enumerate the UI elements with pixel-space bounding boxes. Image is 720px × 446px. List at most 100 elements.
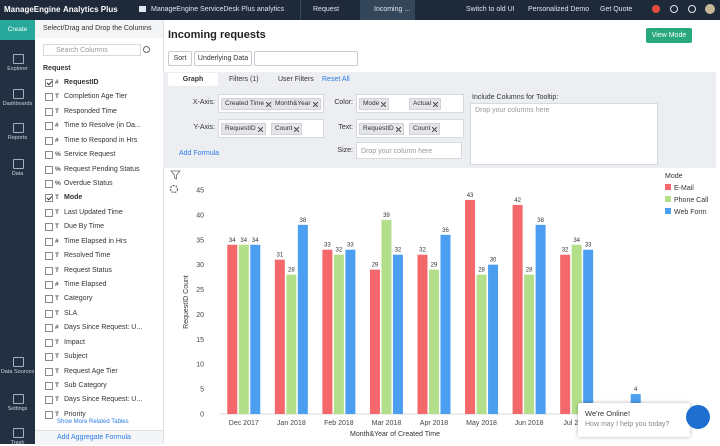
column-item[interactable]: T Mode — [43, 192, 158, 204]
column-item[interactable]: T Subject — [43, 351, 158, 363]
column-item[interactable]: T Last Updated Time — [43, 207, 158, 219]
column-label: Sub Category — [64, 382, 107, 390]
function-chip[interactable]: Month&Year — [271, 98, 321, 110]
aggregate-formula[interactable]: Add Aggregate Formula — [57, 434, 131, 441]
function-chip[interactable]: Count — [271, 123, 303, 135]
link[interactable]: Switch to old UI — [466, 6, 515, 13]
column-item[interactable]: T SLA — [43, 308, 158, 320]
field-label: Color: — [334, 99, 353, 106]
checkbox — [45, 266, 53, 275]
column-item[interactable]: # Time Elapsed — [43, 279, 158, 291]
drop-zone[interactable]: RequestID Count — [218, 119, 324, 138]
sidebar-item[interactable]: Data — [11, 171, 24, 177]
sidebar-item[interactable]: Reports — [7, 135, 28, 141]
sidebar-item[interactable]: Trash — [10, 440, 25, 446]
column-type-icon: T — [55, 93, 59, 101]
chat-widget[interactable]: We're Online! How may I help you today? — [578, 403, 690, 437]
tab[interactable]: Request — [300, 0, 356, 20]
sidebar-item[interactable]: Data Sources — [0, 369, 35, 375]
column-label: Due By Time — [64, 223, 105, 231]
field-label: Include Columns for Tooltip: — [472, 94, 559, 101]
column-chip[interactable]: Created Time — [221, 98, 275, 110]
column-item[interactable]: # RequestID — [43, 77, 158, 89]
column-item[interactable]: T Responded Time — [43, 106, 158, 118]
column-item[interactable]: % Service Request — [43, 149, 158, 161]
checkbox — [45, 194, 53, 203]
column-type-icon: # — [55, 324, 59, 332]
add-formula[interactable]: Add Formula — [179, 150, 220, 157]
legend-label: Phone Call — [674, 197, 709, 204]
column-label: Priority — [64, 410, 86, 418]
column-item[interactable]: T Impact — [43, 337, 158, 349]
chip-text: RequestID — [225, 125, 256, 132]
field-label: Text: — [338, 124, 353, 131]
sidebar-item[interactable]: Explorer — [7, 66, 28, 72]
column-item[interactable]: T Sub Category — [43, 380, 158, 392]
data-label: 32 — [419, 248, 426, 254]
chat-button[interactable] — [686, 405, 710, 429]
drop-zone[interactable]: Mode Actual — [356, 94, 464, 113]
column-item[interactable]: % Request Pending Status — [43, 164, 158, 176]
notification-icon[interactable] — [652, 5, 660, 13]
chip-text: Count — [413, 125, 431, 132]
help-icon[interactable] — [688, 5, 696, 13]
column-item[interactable]: T Category — [43, 293, 158, 305]
column-item[interactable]: # Days Since Request: U... — [43, 322, 158, 334]
column-type-icon: T — [55, 382, 59, 390]
tab[interactable]: User Filters — [278, 76, 314, 83]
drop-zone[interactable]: RequestID Count — [356, 119, 464, 138]
column-item[interactable]: T Due By Time — [43, 221, 158, 233]
underlying-data-button[interactable]: Underlying Data — [194, 51, 252, 66]
more-tables[interactable]: Show More Related Tables — [57, 419, 129, 425]
link[interactable]: Personalized Demo — [528, 6, 590, 13]
column-type-icon: T — [55, 107, 59, 115]
sidebar-item[interactable]: Settings — [7, 406, 28, 412]
data-label: 34 — [573, 238, 580, 244]
home-icon[interactable] — [139, 6, 146, 12]
column-item[interactable]: # Time to Respond in Hrs — [43, 135, 158, 147]
settings-icon[interactable] — [169, 184, 179, 194]
y-tick-label: 25 — [196, 287, 204, 294]
settings-icon[interactable] — [670, 5, 678, 13]
column-label: Days Since Request: U... — [64, 324, 143, 332]
tab[interactable]: Filters (1) — [229, 76, 259, 83]
column-item[interactable]: # Time Elapsed in Hrs — [43, 236, 158, 248]
bar — [227, 244, 238, 414]
chart-type-toolbar[interactable] — [254, 51, 358, 66]
refresh-icon[interactable] — [143, 46, 150, 53]
column-chip[interactable]: RequestID — [221, 123, 266, 135]
column-chip[interactable]: Mode — [359, 98, 390, 110]
tab-active[interactable]: Graph — [168, 73, 218, 86]
sort-button[interactable]: Sort — [168, 51, 192, 66]
view-mode-button[interactable]: View Mode — [646, 28, 692, 43]
create-button[interactable]: Create — [0, 20, 35, 40]
data-label: 43 — [467, 193, 474, 199]
function-chip[interactable]: Actual — [409, 98, 442, 110]
reset-link[interactable]: Reset All — [322, 76, 350, 83]
column-chip[interactable]: RequestID — [359, 123, 404, 135]
tab-active[interactable]: Incoming ... — [360, 0, 415, 20]
avatar[interactable] — [705, 4, 715, 14]
column-item[interactable]: T Request Status — [43, 265, 158, 277]
column-item[interactable]: T Completion Age Tier — [43, 91, 158, 103]
sidebar-item[interactable]: Dashboards — [2, 101, 33, 107]
drop-zone[interactable]: Drop your columns here — [470, 103, 658, 165]
workspace[interactable]: ManageEngine ServiceDesk Plus analytics — [151, 6, 285, 13]
table-name[interactable]: Request — [43, 65, 71, 72]
column-item[interactable]: # Time to Resolve (in Da... — [43, 120, 158, 132]
column-item[interactable]: T Resolved Time — [43, 250, 158, 262]
bar — [345, 249, 356, 414]
drop-zone[interactable]: Created Time Month&Year — [218, 94, 324, 113]
function-chip[interactable]: Count — [409, 123, 441, 135]
sidebar-icon — [13, 394, 24, 404]
column-item[interactable]: T Priority — [43, 409, 158, 421]
sidebar-icon — [13, 357, 24, 367]
link[interactable]: Get Quote — [600, 6, 633, 13]
column-item[interactable]: % Overdue Status — [43, 178, 158, 190]
checkbox — [45, 367, 53, 376]
column-item[interactable]: T Request Age Tier — [43, 366, 158, 378]
search-box[interactable]: Search Columns — [43, 44, 141, 56]
drop-zone[interactable]: Drop your column here — [356, 142, 462, 159]
column-item[interactable]: T Days Since Request: U... — [43, 394, 158, 406]
filter-icon[interactable] — [170, 170, 181, 180]
